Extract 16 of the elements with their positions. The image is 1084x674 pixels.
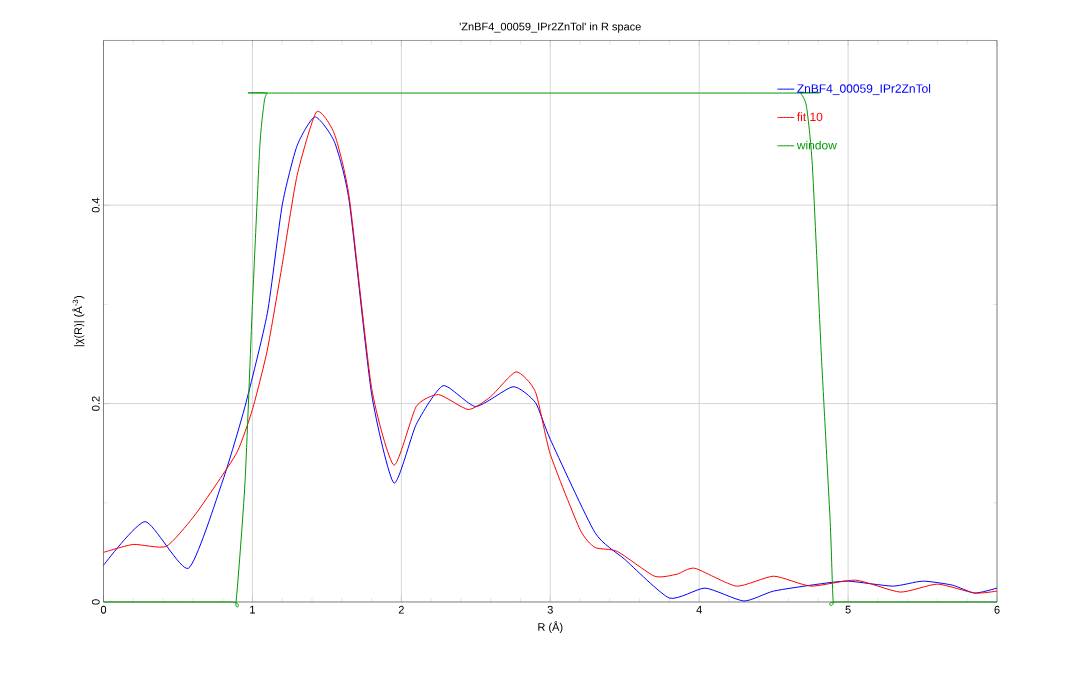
x-axis-title: R (Å) — [538, 621, 563, 634]
x-tick-label: 5 — [845, 605, 851, 614]
y-tick-label: 0 — [91, 599, 100, 605]
x-tick-label: 0 — [100, 605, 107, 614]
y-tick-label: 0.4 — [91, 197, 100, 213]
x-tick-label: 1 — [250, 605, 255, 614]
x-tick-label: 3 — [547, 605, 553, 614]
y-tick-label: 0.2 — [91, 396, 100, 411]
x-tick-label: 2 — [398, 605, 404, 614]
y-axis-title: |χ(R)| (Å$^{-3}$) — [72, 296, 85, 347]
x-tick-label: 6 — [994, 605, 1000, 614]
legend-label: window — [796, 140, 837, 150]
legend-label: fit 10 — [797, 112, 823, 122]
chart-title: 'ZnBF4_00059_IPr2ZnTol' in R space — [459, 22, 641, 33]
legend-label: ZnBF4_00059_IPr2ZnTol — [797, 83, 931, 96]
x-tick-label: 4 — [696, 605, 702, 614]
